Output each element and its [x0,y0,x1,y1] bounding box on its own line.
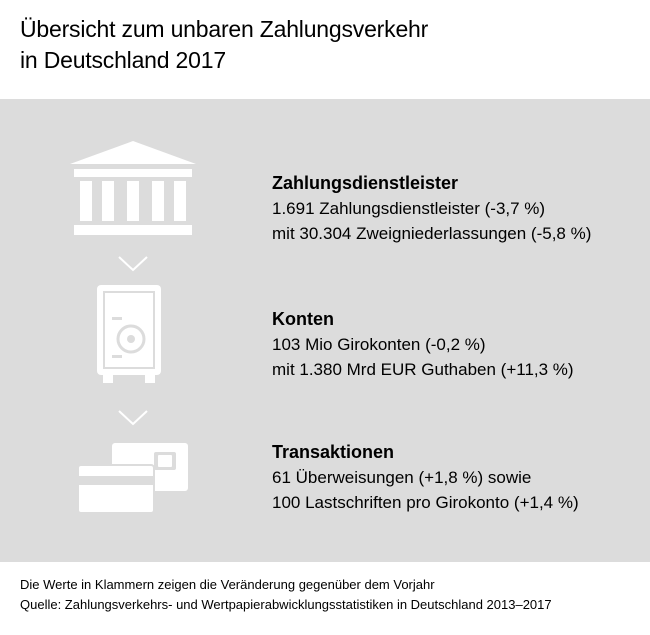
title-line-1: Übersicht zum unbaren Zahlungsverkehr [20,16,429,42]
section-line: 103 Mio Girokonten (-0,2 %) [272,335,486,354]
section-line: mit 1.380 Mrd EUR Guthaben (+11,3 %) [272,360,574,379]
footer-source: Quelle: Zahlungsverkehrs- und Wertpapier… [20,597,552,612]
section-heading: Zahlungsdienstleister [272,173,459,193]
footer-note: Die Werte in Klammern zeigen die Verände… [20,577,435,592]
section-transaktionen: Transaktionen 61 Überweisungen (+1,8 %) … [272,440,579,515]
chevron-down-icon [118,410,148,426]
section-line: 1.691 Zahlungsdienstleister (-3,7 %) [272,199,546,218]
footer-notes: Die Werte in Klammern zeigen die Verände… [20,575,640,615]
title-line-2: in Deutschland 2017 [20,47,226,73]
section-heading: Transaktionen [272,442,395,462]
section-line: 100 Lastschriften pro Girokonto (+1,4 %) [272,493,579,512]
chevron-down-icon [118,256,148,272]
safe-icon [97,285,161,383]
section-konten: Konten 103 Mio Girokonten (-0,2 %) mit 1… [272,307,574,382]
section-line: 61 Überweisungen (+1,8 %) sowie [272,468,532,487]
section-line: mit 30.304 Zweigniederlassungen (-5,8 %) [272,224,592,243]
section-zahlungsdienstleister: Zahlungsdienstleister 1.691 Zahlungsdien… [272,171,591,246]
page-title: Übersicht zum unbaren Zahlungsverkehr in… [20,14,630,76]
section-heading: Konten [272,309,334,329]
bank-building-icon [70,141,196,235]
overview-panel: Zahlungsdienstleister 1.691 Zahlungsdien… [0,99,650,562]
payment-cards-icon [78,443,188,514]
